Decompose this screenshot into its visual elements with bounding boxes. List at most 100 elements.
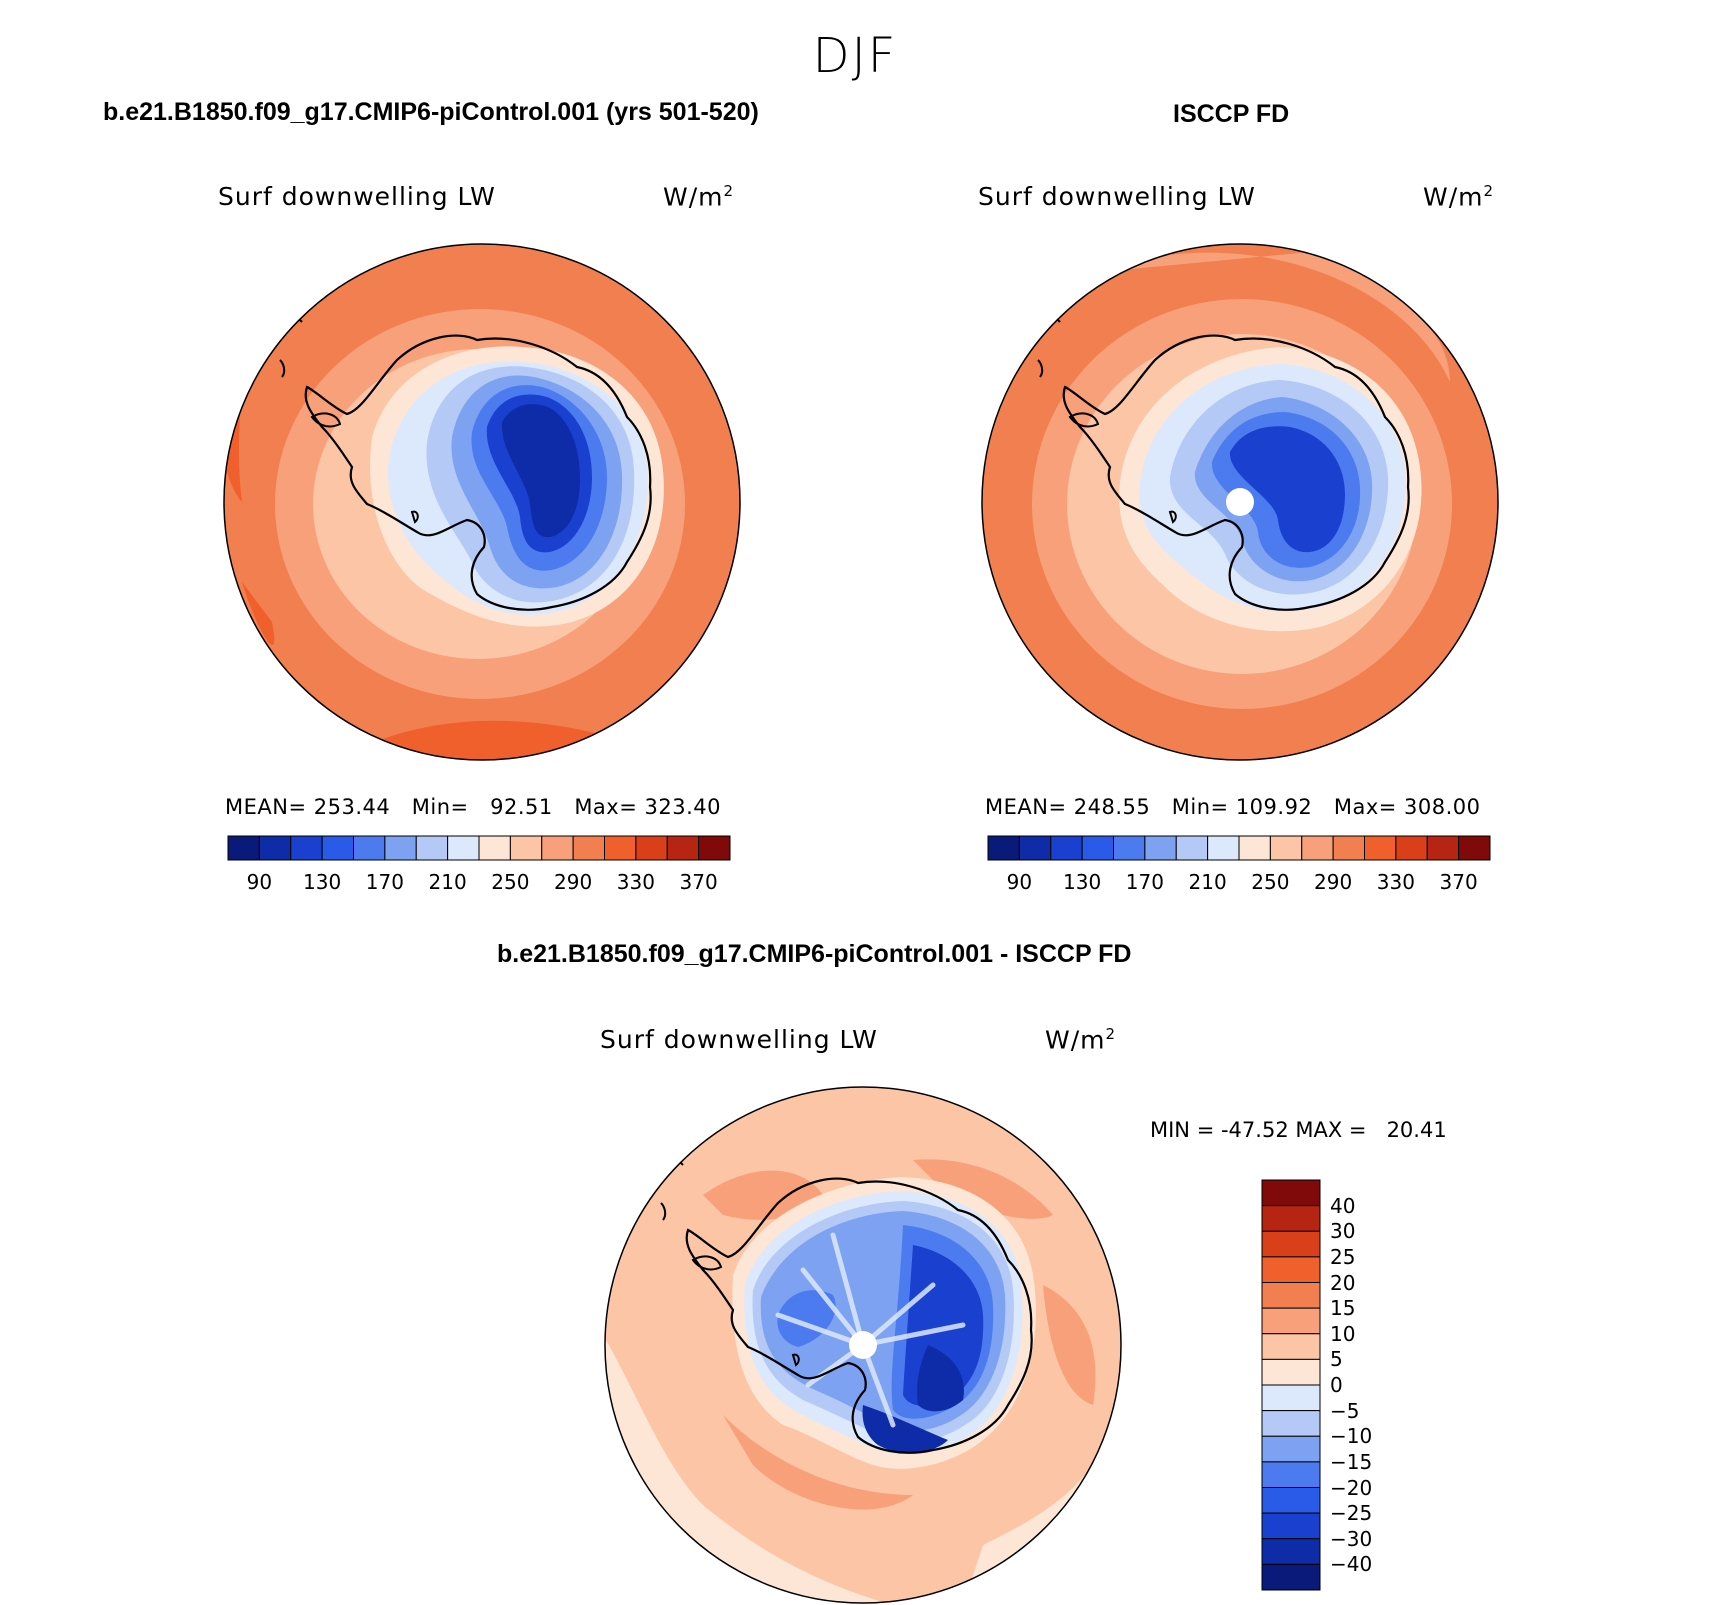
colorbar-swatch	[1050, 835, 1083, 861]
panel-model-map	[223, 243, 741, 761]
colorbar-tick-label: 370	[1439, 870, 1478, 894]
diff-colorbar-swatch	[1261, 1282, 1321, 1309]
colorbar-swatch	[415, 835, 449, 861]
colorbar-swatch	[1081, 835, 1114, 861]
colorbar-tick-label: 370	[679, 870, 718, 894]
diff-colorbar-tick-label: 15	[1330, 1296, 1356, 1321]
panel-model-colorbar-ticks: 90 130 170 210 250 290 330 370	[228, 870, 730, 896]
diff-colorbar-tick-label: −5	[1330, 1398, 1360, 1423]
colorbar-tick-label: 210	[1188, 870, 1227, 894]
colorbar-swatch	[478, 835, 511, 861]
diff-colorbar-swatch	[1261, 1230, 1321, 1258]
colorbar-swatch	[1395, 835, 1428, 861]
season-title: DJF	[812, 28, 898, 84]
pole-missing-data-hole	[1226, 488, 1254, 516]
diff-colorbar-tick-label: 0	[1330, 1373, 1343, 1397]
colorbar-swatch	[635, 835, 668, 861]
diff-colorbar	[1261, 1179, 1321, 1591]
panel-obs-colorbar	[987, 835, 1491, 861]
colorbar-swatch	[1301, 835, 1334, 861]
colorbar-swatch	[1238, 835, 1271, 861]
colorbar-swatch	[227, 835, 260, 861]
diff-colorbar-swatch	[1261, 1435, 1321, 1463]
colorbar-tick-label: 250	[491, 870, 530, 894]
colorbar-swatch	[1269, 835, 1303, 861]
diff-colorbar-swatch	[1261, 1256, 1321, 1283]
diff-variable-label: Surf downwelling LW	[600, 1025, 878, 1054]
diff-colorbar-swatch	[1261, 1179, 1321, 1207]
panel-obs-variable-label: Surf downwelling LW	[978, 182, 1256, 211]
diff-colorbar-swatch	[1261, 1538, 1321, 1565]
colorbar-swatch	[1207, 835, 1240, 861]
colorbar-swatch	[384, 835, 417, 861]
colorbar-swatch	[1144, 835, 1177, 861]
colorbar-swatch	[321, 835, 354, 861]
diff-colorbar-tick-label: −25	[1330, 1501, 1373, 1526]
colorbar-swatch	[258, 835, 292, 861]
diff-colorbar-tick-label: 10	[1330, 1321, 1356, 1346]
diff-colorbar-swatch	[1261, 1461, 1321, 1488]
colorbar-swatch	[1364, 835, 1397, 861]
colorbar-tick-label: 330	[616, 870, 655, 894]
diff-colorbar-tick-label: 20	[1330, 1270, 1356, 1295]
panel-obs-map	[981, 243, 1499, 761]
pole-missing-data-hole	[849, 1331, 877, 1359]
colorbar-tick-label: 90	[246, 870, 273, 894]
colorbar-tick-label: 290	[554, 870, 593, 894]
colorbar-tick-label: 210	[428, 870, 467, 894]
panel-model-units-label: W/m2	[663, 182, 735, 212]
diff-colorbar-swatch	[1261, 1205, 1321, 1232]
colorbar-swatch	[698, 835, 731, 861]
panel-model-colorbar	[227, 835, 731, 861]
diff-colorbar-tick-label: 40	[1330, 1193, 1356, 1218]
diff-colorbar-swatch	[1261, 1358, 1321, 1386]
colorbar-swatch	[447, 835, 480, 861]
diff-map	[604, 1086, 1122, 1604]
diff-colorbar-swatch	[1261, 1512, 1321, 1540]
colorbar-swatch	[666, 835, 700, 861]
colorbar-tick-label: 170	[1125, 870, 1164, 894]
colorbar-swatch	[509, 835, 543, 861]
colorbar-tick-label: 90	[1006, 870, 1033, 894]
diff-colorbar-tick-label: 25	[1330, 1244, 1356, 1269]
colorbar-tick-label: 170	[365, 870, 404, 894]
diff-colorbar-tick-label: −15	[1330, 1449, 1373, 1474]
diff-colorbar-swatch	[1261, 1307, 1321, 1335]
panel-obs-units-label: W/m2	[1423, 182, 1495, 212]
diff-colorbar-tick-label: 5	[1330, 1347, 1343, 1372]
diff-colorbar-tick-label: −40	[1330, 1552, 1373, 1577]
diff-units-label: W/m2	[1045, 1025, 1117, 1055]
panel-obs-title: ISCCP FD	[1173, 100, 1290, 128]
diff-colorbar-swatch	[1261, 1384, 1321, 1412]
diff-colorbar-swatch	[1261, 1333, 1321, 1360]
diff-min-max-readout: MIN = -47.52 MAX = 20.41	[1150, 1118, 1447, 1142]
colorbar-swatch	[353, 835, 386, 861]
colorbar-tick-label: 290	[1314, 870, 1353, 894]
colorbar-swatch	[1332, 835, 1365, 861]
diff-colorbar-swatch	[1261, 1410, 1321, 1437]
colorbar-swatch	[987, 835, 1020, 861]
colorbar-swatch	[1018, 835, 1052, 861]
panel-model-variable-label: Surf downwelling LW	[218, 182, 496, 211]
colorbar-tick-label: 250	[1251, 870, 1290, 894]
diff-colorbar-tick-label: 30	[1330, 1219, 1356, 1244]
diff-colorbar-tick-label: −20	[1330, 1475, 1373, 1500]
diff-panel-title: b.e21.B1850.f09_g17.CMIP6-piControl.001 …	[497, 940, 1132, 968]
diff-colorbar-swatch	[1261, 1563, 1321, 1591]
colorbar-swatch	[1113, 835, 1146, 861]
diff-colorbar-tick-label: −30	[1330, 1526, 1373, 1551]
diff-colorbar-swatch	[1261, 1487, 1321, 1514]
panel-obs-stats: MEAN= 248.55 Min= 109.92 Max= 308.00	[985, 795, 1481, 819]
colorbar-swatch	[604, 835, 637, 861]
colorbar-tick-label: 130	[303, 870, 342, 894]
colorbar-swatch	[1175, 835, 1209, 861]
panel-model-title: b.e21.B1850.f09_g17.CMIP6-piControl.001 …	[103, 98, 759, 126]
colorbar-tick-label: 130	[1063, 870, 1102, 894]
colorbar-swatch	[572, 835, 605, 861]
panel-obs-colorbar-ticks: 90 130 170 210 250 290 330 370	[988, 870, 1490, 896]
colorbar-tick-label: 330	[1376, 870, 1415, 894]
colorbar-swatch	[290, 835, 323, 861]
colorbar-swatch	[1426, 835, 1460, 861]
panel-model-stats: MEAN= 253.44 Min= 92.51 Max= 323.40	[225, 795, 721, 819]
colorbar-swatch	[1458, 835, 1491, 861]
